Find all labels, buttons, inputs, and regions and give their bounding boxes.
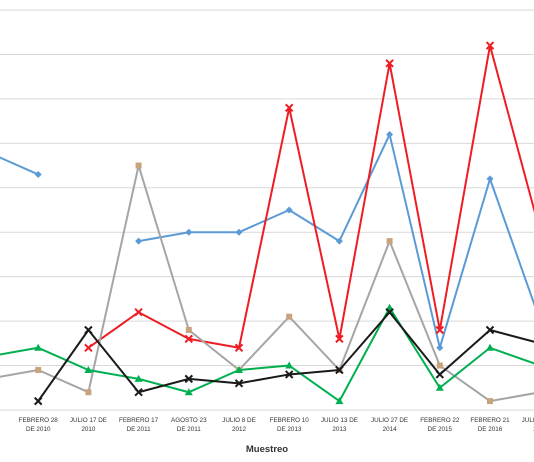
data-point	[134, 388, 143, 397]
data-point	[284, 103, 294, 112]
data-point	[84, 366, 93, 373]
data-point	[286, 313, 293, 320]
series-1	[0, 130, 534, 352]
data-point	[485, 325, 495, 335]
data-point	[235, 366, 243, 373]
data-point	[285, 206, 293, 214]
x-tick-label: FEBRERO 10 DE 2013	[270, 417, 310, 433]
series-line	[37, 311, 534, 402]
data-point	[335, 365, 344, 375]
data-point	[436, 344, 444, 352]
data-point	[35, 367, 42, 373]
x-tick-label: AGOSTO 23 DE 2011	[171, 417, 207, 433]
data-point	[135, 237, 143, 245]
series-line	[0, 306, 534, 403]
data-point	[386, 130, 394, 138]
data-point	[184, 334, 194, 344]
x-tick-label: FEBRERO 21 DE 2016	[470, 417, 510, 433]
data-point	[435, 325, 445, 335]
data-point	[335, 334, 344, 344]
x-axis-title: Muestreo	[246, 444, 288, 455]
data-point	[185, 228, 193, 236]
data-point	[487, 398, 493, 405]
data-point	[335, 237, 343, 245]
x-tick-label: JULIO 27 DE 2014	[371, 417, 408, 433]
series-5	[33, 308, 534, 406]
data-point	[285, 361, 294, 369]
series-line	[87, 44, 534, 349]
data-point	[385, 308, 394, 317]
data-point	[84, 325, 93, 335]
x-tick-label: FEBRERO 28 DE 2010	[19, 417, 59, 433]
data-point	[486, 343, 494, 351]
data-point	[485, 41, 495, 50]
data-point	[134, 374, 143, 382]
gridlines	[0, 9, 534, 411]
data-point	[234, 379, 244, 388]
series-2	[84, 41, 534, 352]
data-point	[84, 343, 93, 352]
x-tick-label: JULIO 8 DE 2012	[222, 417, 256, 433]
data-point	[135, 162, 142, 169]
series-line	[0, 156, 39, 176]
x-tick-label: FEBRERO 17 DE 2011	[119, 417, 159, 433]
data-point	[234, 343, 244, 352]
data-point	[33, 396, 43, 406]
data-point	[386, 238, 393, 245]
data-point	[134, 308, 143, 317]
data-point	[284, 370, 294, 379]
data-point	[235, 228, 243, 236]
x-tick-label: FEBRERO 22 DE 2015	[420, 417, 460, 433]
x-tick-label: JULIO 17 DE 2010	[70, 417, 107, 433]
data-point	[34, 343, 43, 351]
data-point	[436, 362, 443, 369]
data-point	[335, 397, 344, 405]
data-point	[85, 389, 92, 396]
data-point	[184, 374, 194, 384]
data-point	[486, 175, 494, 183]
data-point	[435, 383, 444, 391]
data-point	[34, 170, 42, 178]
x-tick-label: JULIO 13 DE 2013	[321, 417, 358, 433]
data-point	[184, 388, 193, 396]
data-point	[185, 327, 192, 333]
data-point	[435, 370, 445, 379]
series-layer	[0, 41, 534, 406]
data-point	[385, 59, 394, 68]
